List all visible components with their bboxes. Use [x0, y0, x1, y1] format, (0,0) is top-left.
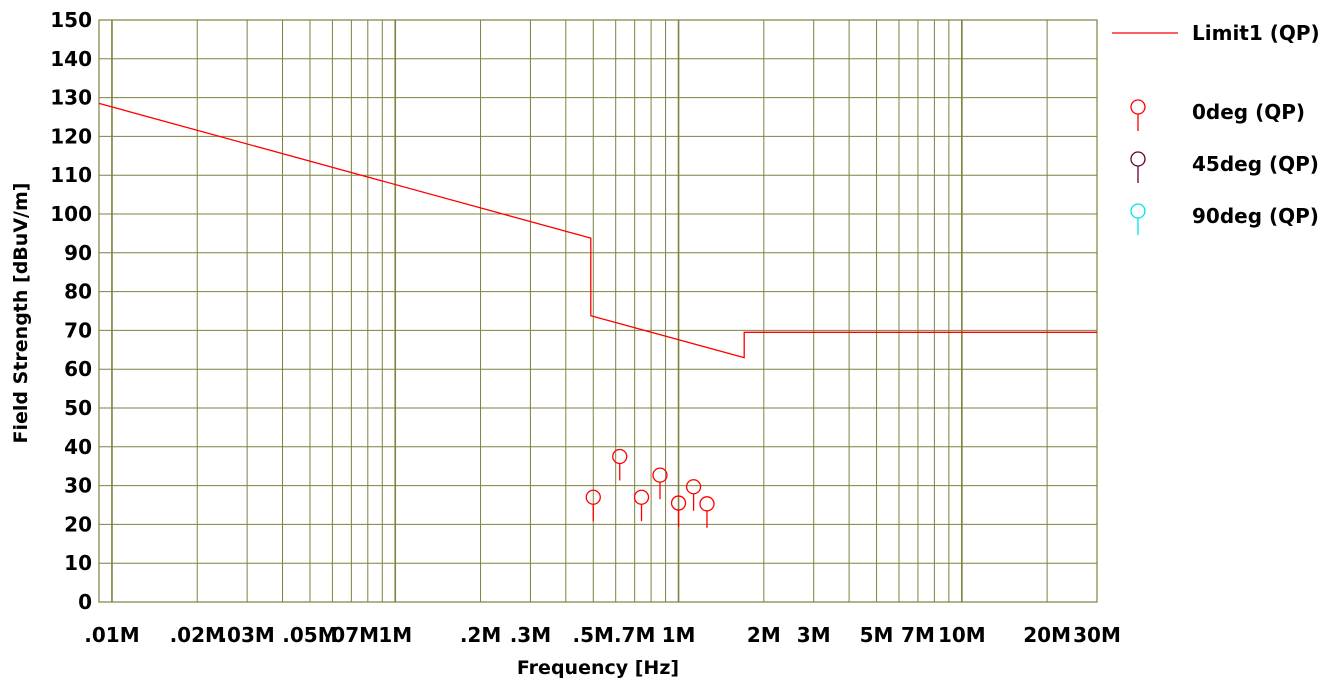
- x-tick-label: 1M: [662, 623, 696, 647]
- legend-series-label: 45deg (QP): [1192, 152, 1319, 176]
- y-tick-label: 60: [64, 357, 92, 381]
- data-point: [699, 496, 715, 528]
- x-axis-title: Frequency [Hz]: [517, 657, 679, 679]
- y-tick-label: 90: [64, 241, 92, 265]
- x-tick-label: 7M: [901, 623, 935, 647]
- data-markers: [585, 448, 715, 528]
- x-tick-label: 10M: [938, 623, 986, 647]
- x-tick-label: .02M: [170, 623, 225, 647]
- grid: [98, 19, 1098, 603]
- legend-marker: [1130, 203, 1146, 235]
- x-tick-label: .5M: [573, 623, 614, 647]
- x-tick-label: 20M: [1023, 623, 1071, 647]
- y-tick-label: 150: [50, 8, 92, 32]
- x-tick-label: 2M: [747, 623, 781, 647]
- x-tick-label: .7M: [614, 623, 655, 647]
- legend-marker: [1130, 99, 1146, 131]
- legend-series-label: 0deg (QP): [1192, 100, 1305, 124]
- y-tick-label: 70: [64, 318, 92, 342]
- x-tick-label: 5M: [860, 623, 894, 647]
- legend-series-label: 90deg (QP): [1192, 204, 1319, 228]
- legend-limit-label: Limit1 (QP): [1192, 21, 1320, 45]
- x-tick-label: 3M: [797, 623, 831, 647]
- x-tick-label: .3M: [510, 623, 551, 647]
- data-point: [670, 495, 687, 528]
- y-tick-label: 80: [64, 280, 92, 304]
- y-tick-label: 50: [64, 396, 92, 420]
- y-tick-label: 140: [50, 47, 92, 71]
- limit-line-group: [98, 102, 1097, 359]
- x-tick-label: .2M: [460, 623, 501, 647]
- axis-frame: [98, 19, 1098, 603]
- x-tick-label: 30M: [1073, 623, 1121, 647]
- x-tick-label: .01M: [84, 623, 139, 647]
- data-point: [612, 448, 628, 481]
- y-axis-title: Field Strength [dBuV/m]: [10, 183, 32, 444]
- x-tick-label: 1M: [378, 623, 412, 647]
- y-tick-label: 110: [50, 163, 92, 187]
- data-point: [633, 489, 650, 522]
- y-tick-label: 120: [50, 124, 92, 148]
- y-tick-label: 30: [64, 474, 92, 498]
- legend: Limit1 (QP) 0deg (QP) 45deg (QP) 90deg (QP): [1112, 21, 1320, 235]
- y-tick-label: 20: [64, 512, 92, 536]
- y-tick-label: 10: [64, 551, 92, 575]
- y-tick-label: 130: [50, 86, 92, 110]
- data-point: [585, 489, 601, 522]
- limit-line: [98, 102, 1097, 359]
- data-point: [652, 467, 668, 500]
- x-tick-label: .03M: [219, 623, 274, 647]
- x-tick-labels: .01M .02M.03M .05M.07M 1M .2M .3M .5M .7M 1M 2M 3M…: [84, 623, 1121, 647]
- y-tick-labels: 0 10 20 30 40 50 60 70 80 90 100 110 120 130 140 150: [50, 8, 92, 614]
- y-tick-label: 100: [50, 202, 92, 226]
- data-point: [685, 479, 702, 511]
- x-tick-label: .07M: [324, 623, 379, 647]
- y-tick-label: 40: [64, 435, 92, 459]
- legend-marker: [1130, 151, 1146, 183]
- y-tick-label: 0: [78, 590, 92, 614]
- x-tick-label: .05M: [282, 623, 337, 647]
- plot-frame: [98, 19, 1098, 603]
